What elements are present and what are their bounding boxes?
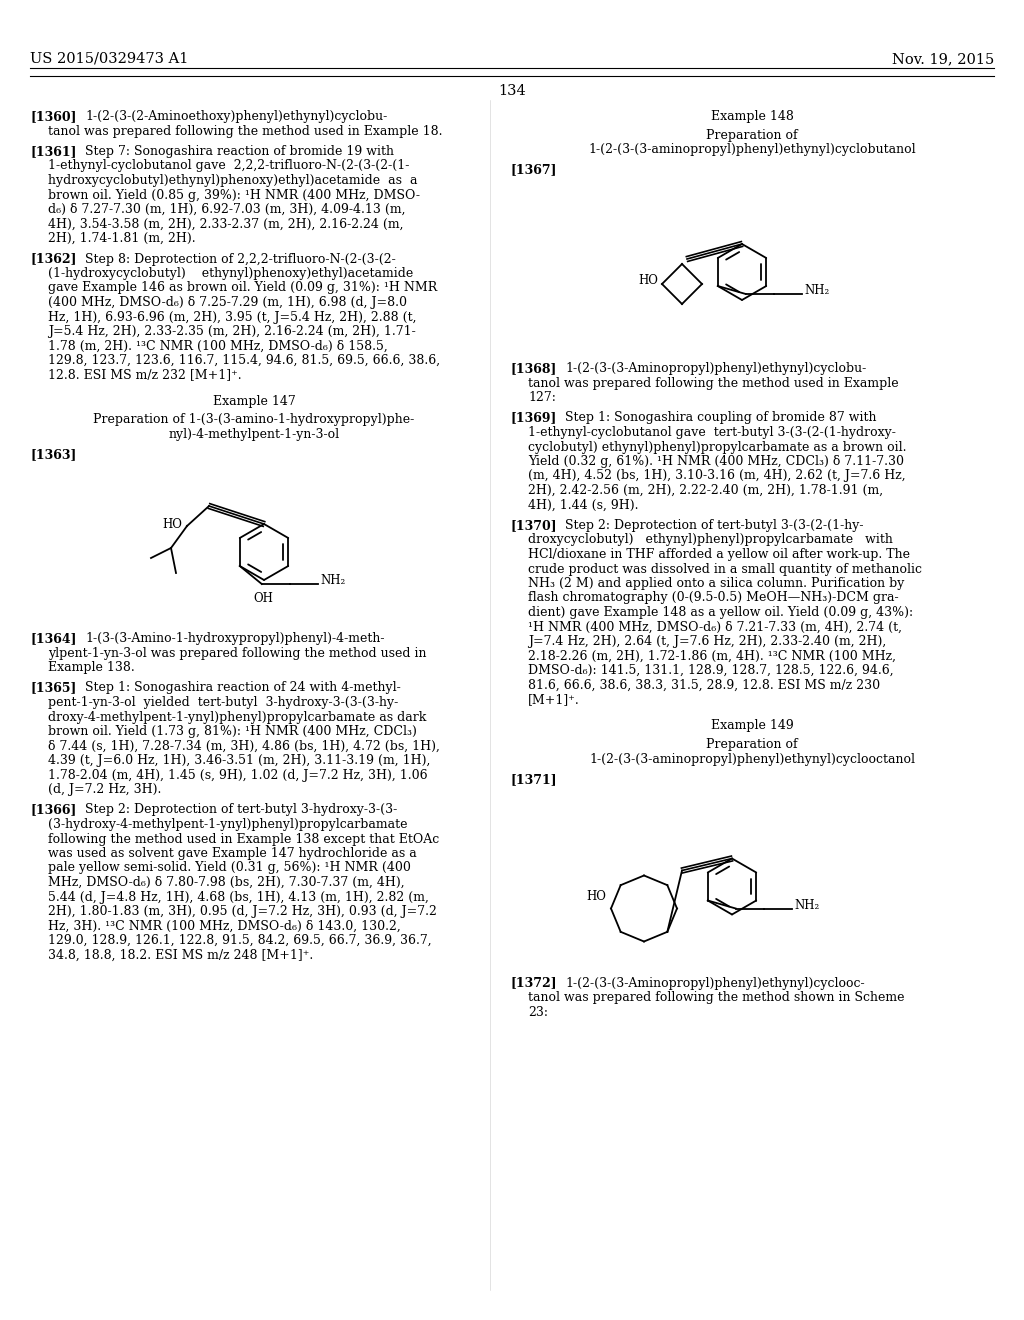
Text: d₆) δ 7.27-7.30 (m, 1H), 6.92-7.03 (m, 3H), 4.09-4.13 (m,: d₆) δ 7.27-7.30 (m, 1H), 6.92-7.03 (m, 3… (48, 203, 406, 216)
Text: Step 2: Deprotection of tert-butyl 3-(3-(2-(1-hy-: Step 2: Deprotection of tert-butyl 3-(3-… (565, 519, 863, 532)
Text: 12.8. ESI MS m/z 232 [M+1]⁺.: 12.8. ESI MS m/z 232 [M+1]⁺. (48, 368, 242, 381)
Text: Nov. 19, 2015: Nov. 19, 2015 (892, 51, 994, 66)
Text: was used as solvent gave Example 147 hydrochloride as a: was used as solvent gave Example 147 hyd… (48, 847, 417, 861)
Text: DMSO-d₆): 141.5, 131.1, 128.9, 128.7, 128.5, 122.6, 94.6,: DMSO-d₆): 141.5, 131.1, 128.9, 128.7, 12… (528, 664, 894, 677)
Text: [1361]: [1361] (30, 145, 77, 158)
Text: following the method used in Example 138 except that EtOAc: following the method used in Example 138… (48, 833, 439, 846)
Text: HCl/dioxane in THF afforded a yellow oil after work-up. The: HCl/dioxane in THF afforded a yellow oil… (528, 548, 910, 561)
Text: [1372]: [1372] (510, 977, 557, 990)
Text: 1-(2-(3-(3-aminopropyl)phenyl)ethynyl)cyclobutanol: 1-(2-(3-(3-aminopropyl)phenyl)ethynyl)cy… (588, 143, 915, 156)
Text: [1365]: [1365] (30, 681, 77, 694)
Text: 1-(2-(3-(2-Aminoethoxy)phenyl)ethynyl)cyclobu-: 1-(2-(3-(2-Aminoethoxy)phenyl)ethynyl)cy… (85, 110, 387, 123)
Text: [1362]: [1362] (30, 252, 77, 265)
Text: 34.8, 18.8, 18.2. ESI MS m/z 248 [M+1]⁺.: 34.8, 18.8, 18.2. ESI MS m/z 248 [M+1]⁺. (48, 949, 313, 961)
Text: [1369]: [1369] (510, 412, 556, 425)
Text: NH₂: NH₂ (795, 899, 820, 912)
Text: Step 1: Sonogashira reaction of 24 with 4-methyl-: Step 1: Sonogashira reaction of 24 with … (85, 681, 400, 694)
Text: 1.78 (m, 2H). ¹³C NMR (100 MHz, DMSO-d₆) δ 158.5,: 1.78 (m, 2H). ¹³C NMR (100 MHz, DMSO-d₆)… (48, 339, 388, 352)
Text: gave Example 146 as brown oil. Yield (0.09 g, 31%): ¹H NMR: gave Example 146 as brown oil. Yield (0.… (48, 281, 437, 294)
Text: [1370]: [1370] (510, 519, 557, 532)
Text: Example 148: Example 148 (711, 110, 794, 123)
Text: 129.0, 128.9, 126.1, 122.8, 91.5, 84.2, 69.5, 66.7, 36.9, 36.7,: 129.0, 128.9, 126.1, 122.8, 91.5, 84.2, … (48, 935, 432, 946)
Text: NH₂: NH₂ (805, 285, 830, 297)
Text: 1-ethynyl-cyclobutanol gave  2,2,2-trifluoro-N-(2-(3-(2-(1-: 1-ethynyl-cyclobutanol gave 2,2,2-triflu… (48, 160, 410, 173)
Text: Example 147: Example 147 (213, 395, 295, 408)
Text: δ 7.44 (s, 1H), 7.28-7.34 (m, 3H), 4.86 (bs, 1H), 4.72 (bs, 1H),: δ 7.44 (s, 1H), 7.28-7.34 (m, 3H), 4.86 … (48, 739, 440, 752)
Text: [1371]: [1371] (510, 774, 557, 785)
Text: tanol was prepared following the method used in Example: tanol was prepared following the method … (528, 376, 899, 389)
Text: Step 2: Deprotection of tert-butyl 3-hydroxy-3-(3-: Step 2: Deprotection of tert-butyl 3-hyd… (85, 804, 397, 817)
Text: 2.18-2.26 (m, 2H), 1.72-1.86 (m, 4H). ¹³C NMR (100 MHz,: 2.18-2.26 (m, 2H), 1.72-1.86 (m, 4H). ¹³… (528, 649, 896, 663)
Text: ylpent-1-yn-3-ol was prepared following the method used in: ylpent-1-yn-3-ol was prepared following … (48, 647, 427, 660)
Text: Step 8: Deprotection of 2,2,2-trifluoro-N-(2-(3-(2-: Step 8: Deprotection of 2,2,2-trifluoro-… (85, 252, 395, 265)
Text: Yield (0.32 g, 61%). ¹H NMR (400 MHz, CDCl₃) δ 7.11-7.30: Yield (0.32 g, 61%). ¹H NMR (400 MHz, CD… (528, 455, 904, 469)
Text: 2H), 2.42-2.56 (m, 2H), 2.22-2.40 (m, 2H), 1.78-1.91 (m,: 2H), 2.42-2.56 (m, 2H), 2.22-2.40 (m, 2H… (528, 484, 883, 498)
Text: Step 1: Sonogashira coupling of bromide 87 with: Step 1: Sonogashira coupling of bromide … (565, 412, 877, 425)
Text: OH: OH (254, 591, 273, 605)
Text: Hz, 3H). ¹³C NMR (100 MHz, DMSO-d₆) δ 143.0, 130.2,: Hz, 3H). ¹³C NMR (100 MHz, DMSO-d₆) δ 14… (48, 920, 400, 932)
Text: [1367]: [1367] (510, 164, 556, 177)
Text: droxycyclobutyl)   ethynyl)phenyl)propylcarbamate   with: droxycyclobutyl) ethynyl)phenyl)propylca… (528, 533, 893, 546)
Text: pent-1-yn-3-ol  yielded  tert-butyl  3-hydroxy-3-(3-(3-hy-: pent-1-yn-3-ol yielded tert-butyl 3-hydr… (48, 696, 398, 709)
Text: (d, J=7.2 Hz, 3H).: (d, J=7.2 Hz, 3H). (48, 783, 162, 796)
Text: brown oil. Yield (1.73 g, 81%): ¹H NMR (400 MHz, CDCl₃): brown oil. Yield (1.73 g, 81%): ¹H NMR (… (48, 725, 417, 738)
Text: Preparation of 1-(3-(3-amino-1-hydroxypropyl)phe-: Preparation of 1-(3-(3-amino-1-hydroxypr… (93, 413, 415, 426)
Text: (1-hydroxycyclobutyl)    ethynyl)phenoxy)ethyl)acetamide: (1-hydroxycyclobutyl) ethynyl)phenoxy)et… (48, 267, 414, 280)
Text: [1363]: [1363] (30, 449, 77, 462)
Text: 4H), 1.44 (s, 9H).: 4H), 1.44 (s, 9H). (528, 499, 639, 511)
Text: dient) gave Example 148 as a yellow oil. Yield (0.09 g, 43%):: dient) gave Example 148 as a yellow oil.… (528, 606, 913, 619)
Text: hydroxycyclobutyl)ethynyl)phenoxy)ethyl)acetamide  as  a: hydroxycyclobutyl)ethynyl)phenoxy)ethyl)… (48, 174, 418, 187)
Text: flash chromatography (0-(9.5-0.5) MeOH—NH₃)-DCM gra-: flash chromatography (0-(9.5-0.5) MeOH—N… (528, 591, 899, 605)
Text: MHz, DMSO-d₆) δ 7.80-7.98 (bs, 2H), 7.30-7.37 (m, 4H),: MHz, DMSO-d₆) δ 7.80-7.98 (bs, 2H), 7.30… (48, 876, 404, 888)
Text: 4.39 (t, J=6.0 Hz, 1H), 3.46-3.51 (m, 2H), 3.11-3.19 (m, 1H),: 4.39 (t, J=6.0 Hz, 1H), 3.46-3.51 (m, 2H… (48, 754, 430, 767)
Text: 81.6, 66.6, 38.6, 38.3, 31.5, 28.9, 12.8. ESI MS m/z 230: 81.6, 66.6, 38.6, 38.3, 31.5, 28.9, 12.8… (528, 678, 880, 692)
Text: 129.8, 123.7, 123.6, 116.7, 115.4, 94.6, 81.5, 69.5, 66.6, 38.6,: 129.8, 123.7, 123.6, 116.7, 115.4, 94.6,… (48, 354, 440, 367)
Text: 1.78-2.04 (m, 4H), 1.45 (s, 9H), 1.02 (d, J=7.2 Hz, 3H), 1.06: 1.78-2.04 (m, 4H), 1.45 (s, 9H), 1.02 (d… (48, 768, 428, 781)
Text: droxy-4-methylpent-1-ynyl)phenyl)propylcarbamate as dark: droxy-4-methylpent-1-ynyl)phenyl)propylc… (48, 710, 426, 723)
Text: Preparation of: Preparation of (707, 128, 798, 141)
Text: tanol was prepared following the method shown in Scheme: tanol was prepared following the method … (528, 991, 904, 1005)
Text: [1366]: [1366] (30, 804, 77, 817)
Text: 1-(2-(3-(3-Aminopropyl)phenyl)ethynyl)cyclobu-: 1-(2-(3-(3-Aminopropyl)phenyl)ethynyl)cy… (565, 362, 866, 375)
Text: ¹H NMR (400 MHz, DMSO-d₆) δ 7.21-7.33 (m, 4H), 2.74 (t,: ¹H NMR (400 MHz, DMSO-d₆) δ 7.21-7.33 (m… (528, 620, 902, 634)
Text: 134: 134 (498, 84, 526, 98)
Text: HO: HO (162, 517, 182, 531)
Text: 2H), 1.80-1.83 (m, 3H), 0.95 (d, J=7.2 Hz, 3H), 0.93 (d, J=7.2: 2H), 1.80-1.83 (m, 3H), 0.95 (d, J=7.2 H… (48, 906, 437, 917)
Text: (m, 4H), 4.52 (bs, 1H), 3.10-3.16 (m, 4H), 2.62 (t, J=7.6 Hz,: (m, 4H), 4.52 (bs, 1H), 3.10-3.16 (m, 4H… (528, 470, 905, 483)
Text: [M+1]⁺.: [M+1]⁺. (528, 693, 580, 706)
Text: [1368]: [1368] (510, 362, 556, 375)
Text: tanol was prepared following the method used in Example 18.: tanol was prepared following the method … (48, 124, 442, 137)
Text: [1364]: [1364] (30, 632, 77, 645)
Text: 127:: 127: (528, 391, 556, 404)
Text: J=7.4 Hz, 2H), 2.64 (t, J=7.6 Hz, 2H), 2.33-2.40 (m, 2H),: J=7.4 Hz, 2H), 2.64 (t, J=7.6 Hz, 2H), 2… (528, 635, 886, 648)
Text: Example 149: Example 149 (711, 719, 794, 733)
Text: 1-(2-(3-(3-Aminopropyl)phenyl)ethynyl)cyclooc-: 1-(2-(3-(3-Aminopropyl)phenyl)ethynyl)cy… (565, 977, 864, 990)
Text: NH₂: NH₂ (321, 574, 346, 587)
Text: 23:: 23: (528, 1006, 548, 1019)
Text: nyl)-4-methylpent-1-yn-3-ol: nyl)-4-methylpent-1-yn-3-ol (168, 428, 340, 441)
Text: pale yellow semi-solid. Yield (0.31 g, 56%): ¹H NMR (400: pale yellow semi-solid. Yield (0.31 g, 5… (48, 862, 411, 874)
Text: US 2015/0329473 A1: US 2015/0329473 A1 (30, 51, 188, 66)
Text: (3-hydroxy-4-methylpent-1-ynyl)phenyl)propylcarbamate: (3-hydroxy-4-methylpent-1-ynyl)phenyl)pr… (48, 818, 408, 832)
Text: HO: HO (586, 890, 606, 903)
Text: HO: HO (638, 273, 658, 286)
Text: 5.44 (d, J=4.8 Hz, 1H), 4.68 (bs, 1H), 4.13 (m, 1H), 2.82 (m,: 5.44 (d, J=4.8 Hz, 1H), 4.68 (bs, 1H), 4… (48, 891, 429, 903)
Text: Step 7: Sonogashira reaction of bromide 19 with: Step 7: Sonogashira reaction of bromide … (85, 145, 394, 158)
Text: NH₃ (2 M) and applied onto a silica column. Purification by: NH₃ (2 M) and applied onto a silica colu… (528, 577, 904, 590)
Text: brown oil. Yield (0.85 g, 39%): ¹H NMR (400 MHz, DMSO-: brown oil. Yield (0.85 g, 39%): ¹H NMR (… (48, 189, 420, 202)
Text: (400 MHz, DMSO-d₆) δ 7.25-7.29 (m, 1H), 6.98 (d, J=8.0: (400 MHz, DMSO-d₆) δ 7.25-7.29 (m, 1H), … (48, 296, 407, 309)
Text: J=5.4 Hz, 2H), 2.33-2.35 (m, 2H), 2.16-2.24 (m, 2H), 1.71-: J=5.4 Hz, 2H), 2.33-2.35 (m, 2H), 2.16-2… (48, 325, 416, 338)
Text: crude product was dissolved in a small quantity of methanolic: crude product was dissolved in a small q… (528, 562, 922, 576)
Text: 2H), 1.74-1.81 (m, 2H).: 2H), 1.74-1.81 (m, 2H). (48, 232, 196, 246)
Text: Hz, 1H), 6.93-6.96 (m, 2H), 3.95 (t, J=5.4 Hz, 2H), 2.88 (t,: Hz, 1H), 6.93-6.96 (m, 2H), 3.95 (t, J=5… (48, 310, 417, 323)
Text: 1-ethynyl-cyclobutanol gave  tert-butyl 3-(3-(2-(1-hydroxy-: 1-ethynyl-cyclobutanol gave tert-butyl 3… (528, 426, 896, 440)
Text: cyclobutyl) ethynyl)phenyl)propylcarbamate as a brown oil.: cyclobutyl) ethynyl)phenyl)propylcarbama… (528, 441, 906, 454)
Text: [1360]: [1360] (30, 110, 77, 123)
Text: 1-(3-(3-Amino-1-hydroxypropyl)phenyl)-4-meth-: 1-(3-(3-Amino-1-hydroxypropyl)phenyl)-4-… (85, 632, 384, 645)
Text: Preparation of: Preparation of (707, 738, 798, 751)
Text: 1-(2-(3-(3-aminopropyl)phenyl)ethynyl)cyclooctanol: 1-(2-(3-(3-aminopropyl)phenyl)ethynyl)cy… (589, 752, 915, 766)
Text: Example 138.: Example 138. (48, 661, 135, 675)
Text: 4H), 3.54-3.58 (m, 2H), 2.33-2.37 (m, 2H), 2.16-2.24 (m,: 4H), 3.54-3.58 (m, 2H), 2.33-2.37 (m, 2H… (48, 218, 403, 231)
